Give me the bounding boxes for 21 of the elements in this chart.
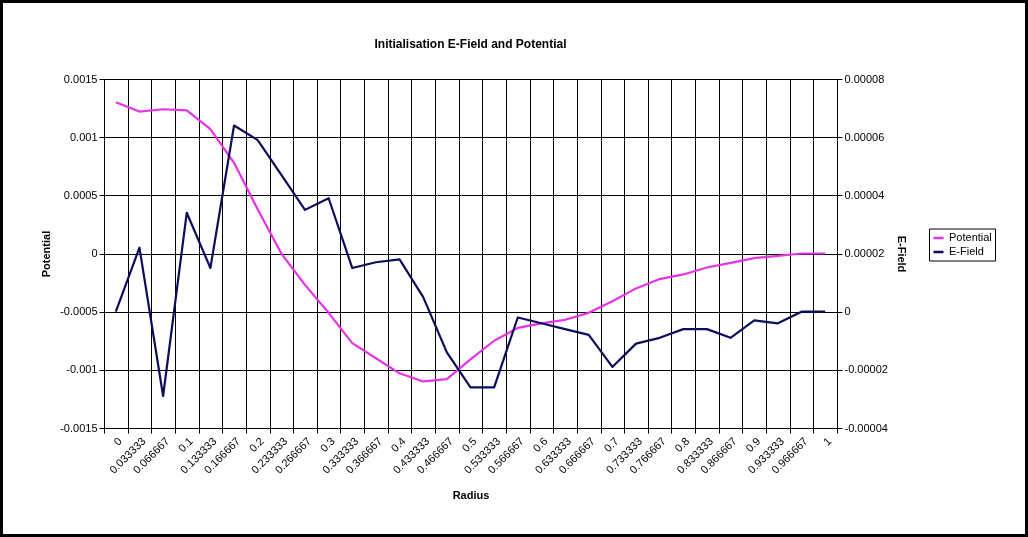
y-tick-label: 0.001 — [69, 130, 98, 143]
y-tick-label: -0.001 — [66, 363, 98, 376]
x-axis-title: Radius — [452, 488, 490, 501]
y2-tick-label: 0.00004 — [844, 188, 885, 201]
y-tick-label: 0 — [91, 247, 98, 259]
y-tick-label: 0.0015 — [63, 72, 98, 85]
x-tick-label: 1 — [820, 434, 834, 448]
y2-tick-label: 0 — [844, 305, 851, 318]
y2-axis-title: E-Field — [895, 235, 908, 273]
y-axis-title: Potential — [40, 230, 53, 278]
y2-tick-label: -0.00002 — [844, 363, 888, 376]
y-tick-label: -0.0015 — [60, 421, 98, 434]
legend-label: Potential — [949, 231, 992, 243]
y2-tick-label: -0.00004 — [844, 421, 888, 434]
y2-tick-label: 0.00006 — [844, 130, 885, 143]
y2-tick-label: 0.00008 — [844, 72, 885, 85]
y-tick-label: 0.0005 — [63, 188, 98, 201]
legend-label: E-Field — [949, 245, 984, 257]
chart-title: Initialisation E-Field and Potential — [374, 37, 567, 51]
y-tick-label: -0.0005 — [60, 305, 98, 318]
y2-tick-label: 0.00002 — [844, 247, 885, 259]
